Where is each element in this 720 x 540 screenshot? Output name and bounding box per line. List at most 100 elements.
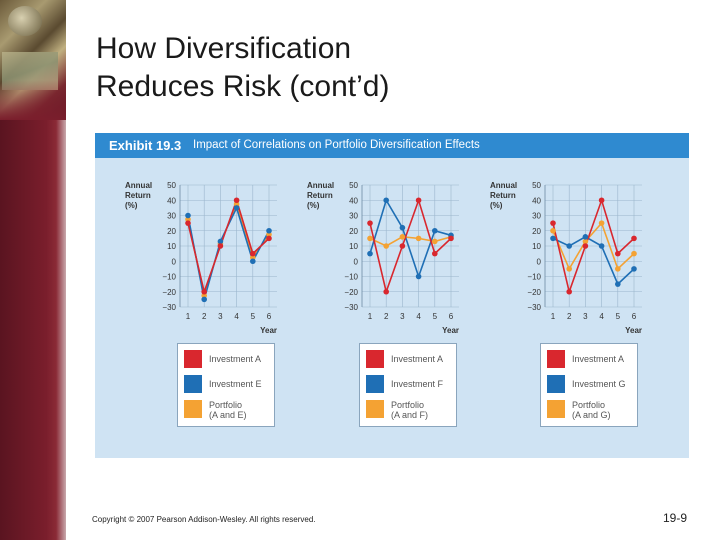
y-tick-label: −30 [527, 303, 541, 312]
legend-swatch [366, 350, 384, 368]
x-tick-label: 1 [186, 312, 191, 321]
y-tick-label: −20 [527, 288, 541, 297]
data-point [582, 238, 589, 245]
y-tick-label: 10 [532, 242, 541, 251]
y-tick-label: −20 [344, 288, 358, 297]
exhibit-number: Exhibit 19.3 [109, 138, 182, 153]
data-point [566, 243, 572, 249]
data-point [598, 197, 605, 204]
data-point [582, 243, 589, 249]
data-point [383, 243, 389, 249]
exhibit-panel: Exhibit 19.3 Impact of Correlations on P… [95, 133, 689, 458]
y-tick-label: −30 [344, 303, 358, 312]
data-point [631, 250, 637, 257]
data-point [615, 266, 621, 272]
data-point [201, 296, 207, 303]
legend-swatch [547, 375, 565, 393]
y-tick-label: 0 [172, 257, 177, 266]
x-tick-label: 2 [202, 312, 207, 321]
data-point [399, 234, 406, 240]
y-tick-label: 40 [167, 196, 176, 205]
data-point [399, 224, 406, 231]
data-point [201, 288, 207, 295]
y-tick-label: 10 [167, 242, 176, 251]
legend-label: Investment E [209, 379, 262, 389]
data-point [399, 243, 406, 249]
y-tick-label: 30 [532, 212, 541, 221]
y-axis-label-line: Return [125, 191, 151, 200]
y-tick-label: 0 [537, 257, 542, 266]
y-axis-label-line: (%) [490, 201, 503, 210]
data-point [631, 266, 637, 272]
data-point [233, 197, 240, 204]
y-axis-label-line: Annual [125, 181, 152, 190]
y-tick-label: 50 [532, 181, 541, 190]
data-point [550, 220, 556, 226]
series-line-1 [552, 235, 635, 286]
data-point [250, 258, 256, 265]
x-tick-label: 5 [433, 312, 438, 321]
data-point [432, 250, 438, 257]
x-axis-label: Year [625, 326, 642, 335]
legend-label: Investment A [572, 354, 625, 364]
series-line-0 [369, 197, 452, 295]
y-tick-label: −10 [162, 273, 176, 282]
legend-swatch [366, 375, 384, 393]
y-tick-label: 30 [349, 212, 358, 221]
legend-swatch [184, 350, 202, 368]
coin-image [8, 6, 42, 36]
series-line-0 [552, 197, 635, 295]
y-tick-label: 0 [354, 257, 359, 266]
y-tick-label: −10 [344, 273, 358, 282]
data-point [582, 234, 589, 240]
legend-swatch [184, 400, 202, 418]
data-point [415, 235, 422, 242]
series-line-0 [187, 197, 270, 295]
y-tick-label: −30 [162, 303, 176, 312]
x-tick-label: 2 [567, 312, 572, 321]
data-point [217, 238, 224, 245]
data-point [448, 235, 454, 242]
y-tick-label: −10 [527, 273, 541, 282]
x-tick-label: 6 [632, 312, 637, 321]
slide-sidebar [0, 0, 66, 540]
y-tick-label: 20 [532, 227, 541, 236]
data-point [185, 220, 191, 226]
x-tick-label: 3 [583, 312, 588, 321]
legend-swatch [366, 400, 384, 418]
y-tick-label: 40 [349, 196, 358, 205]
legend-2: Investment A Investment F Portfolio (A and… [359, 343, 457, 427]
x-tick-label: 3 [400, 312, 405, 321]
x-tick-label: 4 [599, 312, 604, 321]
data-point [383, 288, 389, 295]
legend-label: Portfolio (A and G) [572, 400, 611, 420]
y-tick-label: 50 [349, 181, 358, 190]
data-point [367, 220, 373, 226]
legend-label: Portfolio (A and E) [209, 400, 247, 420]
x-tick-label: 6 [267, 312, 272, 321]
data-point [250, 250, 256, 257]
legend-swatch [547, 350, 565, 368]
data-point [615, 281, 621, 287]
slide-number: 19-9 [663, 511, 688, 525]
copyright-footer: Copyright © 2007 Pearson Addison-Wesley.… [92, 515, 316, 524]
legend-label: Investment F [391, 379, 444, 389]
data-point [415, 273, 422, 280]
x-tick-label: 6 [449, 312, 454, 321]
legend-1: Investment A Investment E Portfolio (A and… [177, 343, 275, 427]
x-tick-label: 1 [368, 312, 373, 321]
x-axis-label: Year [260, 326, 277, 335]
y-axis-label-line: (%) [307, 201, 320, 210]
data-point [266, 227, 272, 234]
x-tick-label: 4 [234, 312, 239, 321]
data-point [233, 205, 240, 211]
legend-swatch [184, 375, 202, 393]
data-point [631, 235, 637, 242]
data-point [415, 197, 422, 204]
y-tick-label: 30 [167, 212, 176, 221]
x-tick-label: 5 [251, 312, 256, 321]
data-point [566, 266, 572, 272]
y-tick-label: 20 [349, 227, 358, 236]
